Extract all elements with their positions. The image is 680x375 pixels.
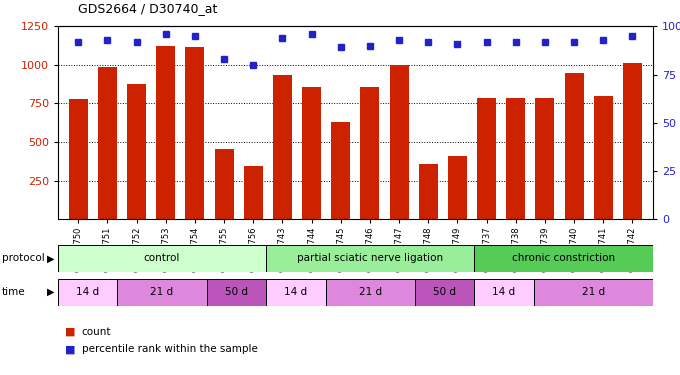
Bar (326, 279, 415, 306)
Bar (98, 67, 117, 219)
Text: 21 d: 21 d (150, 287, 173, 297)
Bar (475, 245, 653, 272)
Text: count: count (82, 327, 111, 337)
Bar (127, 84, 146, 219)
Bar (156, 46, 175, 219)
Bar (266, 245, 475, 272)
Text: 50 d: 50 d (433, 287, 456, 297)
Bar (69, 99, 88, 219)
Bar (623, 63, 642, 219)
Bar (243, 166, 262, 219)
Text: chronic constriction: chronic constriction (512, 254, 615, 263)
Text: 14 d: 14 d (76, 287, 99, 297)
Bar (506, 98, 525, 219)
Bar (266, 279, 326, 306)
Bar (419, 164, 438, 219)
Text: 50 d: 50 d (225, 287, 248, 297)
Text: 14 d: 14 d (284, 287, 307, 297)
Bar (534, 279, 653, 306)
Text: ▶: ▶ (46, 254, 54, 263)
Bar (331, 122, 350, 219)
Bar (273, 75, 292, 219)
Text: protocol: protocol (2, 254, 45, 263)
Bar (564, 73, 583, 219)
Bar (207, 279, 266, 306)
Text: ▶: ▶ (46, 287, 54, 297)
Bar (360, 87, 379, 219)
Bar (475, 279, 534, 306)
Text: percentile rank within the sample: percentile rank within the sample (82, 345, 258, 354)
Text: control: control (143, 254, 180, 263)
Bar (477, 98, 496, 219)
Bar (186, 47, 205, 219)
Bar (390, 65, 409, 219)
Bar (58, 245, 266, 272)
Bar (535, 98, 554, 219)
Text: ■: ■ (65, 345, 75, 354)
Text: ■: ■ (65, 327, 75, 337)
Bar (118, 279, 207, 306)
Bar (58, 279, 118, 306)
Text: 21 d: 21 d (581, 287, 605, 297)
Bar (302, 87, 321, 219)
Bar (448, 156, 467, 219)
Bar (594, 96, 613, 219)
Text: time: time (2, 287, 26, 297)
Text: partial sciatic nerve ligation: partial sciatic nerve ligation (297, 254, 443, 263)
Text: 21 d: 21 d (358, 287, 381, 297)
Text: 14 d: 14 d (492, 287, 515, 297)
Bar (215, 149, 233, 219)
Text: GDS2664 / D30740_at: GDS2664 / D30740_at (78, 2, 218, 15)
Bar (415, 279, 475, 306)
